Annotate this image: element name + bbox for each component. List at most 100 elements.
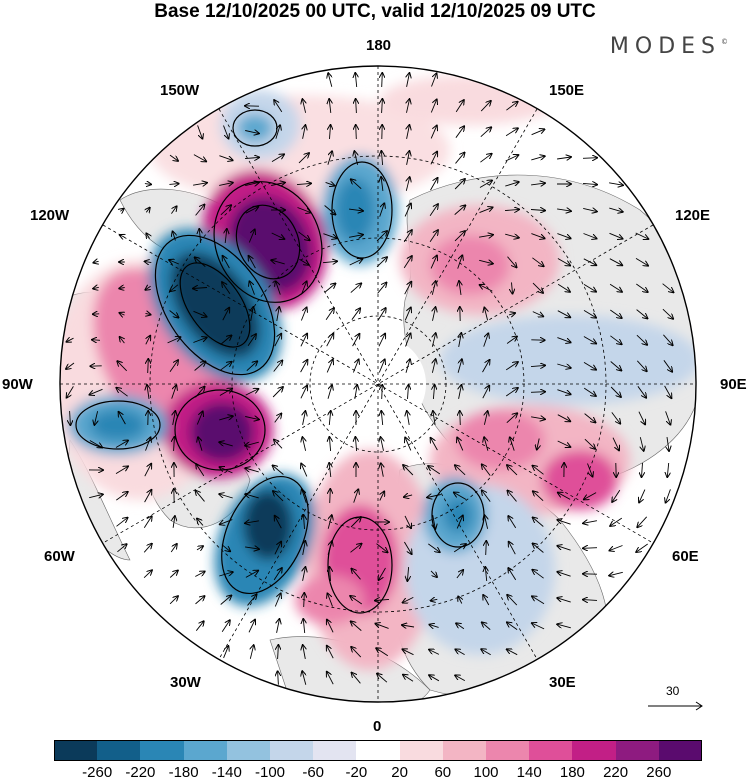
wind-arrow-icon — [66, 362, 75, 369]
wind-arrow-icon — [223, 646, 229, 659]
wind-arrow-icon — [583, 521, 597, 524]
wind-arrow-icon — [169, 310, 179, 318]
wind-arrow-icon — [533, 544, 544, 553]
wind-arrow-icon — [431, 438, 438, 451]
colorbar-swatch — [97, 740, 141, 760]
wind-arrow-icon — [245, 547, 259, 549]
wind-arrow-icon — [530, 210, 545, 211]
wind-arrow-icon — [610, 309, 621, 318]
wind-arrow-icon — [328, 73, 332, 87]
wind-arrow-icon — [612, 489, 621, 502]
wind-arrow-icon — [454, 179, 465, 190]
wind-arrow-icon — [300, 386, 307, 399]
wind-arrow-icon — [405, 334, 411, 347]
wind-arrow-icon — [355, 385, 357, 399]
wind-arrow-icon — [198, 437, 203, 451]
wind-arrow-icon — [349, 259, 363, 266]
wind-arrow-icon — [92, 340, 101, 341]
wind-arrow-icon — [636, 543, 648, 552]
wind-arrow-icon — [531, 183, 545, 185]
wind-arrow-icon — [485, 567, 486, 582]
wind-arrow-icon — [89, 440, 102, 448]
wind-arrow-icon — [197, 125, 203, 138]
wind-arrow-icon — [407, 73, 410, 87]
lon-label-60w: 60W — [44, 548, 75, 565]
wind-arrow-icon — [351, 621, 362, 631]
wind-arrow-icon — [481, 649, 491, 656]
wind-arrow-icon — [245, 182, 259, 185]
wind-arrow-icon — [404, 204, 411, 217]
wind-arrow-icon — [195, 205, 205, 216]
wind-arrow-icon — [610, 545, 623, 551]
colorbar-tick-label: -60 — [302, 764, 325, 781]
wind-arrow-icon — [407, 151, 410, 165]
wind-arrow-icon — [193, 310, 207, 316]
colorbar-swatch — [183, 740, 227, 760]
wind-arrow-icon — [278, 671, 279, 685]
wind-arrow-icon — [402, 625, 415, 627]
wind-arrow-icon — [455, 100, 464, 113]
wind-arrow-icon — [505, 234, 519, 238]
wind-arrow-icon — [350, 283, 361, 293]
wind-arrow-icon — [70, 410, 71, 425]
lon-label-150w: 150W — [160, 82, 200, 99]
wind-arrow-icon — [303, 645, 306, 659]
wind-arrow-icon — [510, 437, 515, 451]
wind-arrow-icon — [245, 494, 259, 498]
wind-arrow-icon — [635, 258, 648, 265]
wind-arrow-icon — [403, 465, 414, 476]
wind-arrow-icon — [457, 438, 464, 451]
lon-label-120e: 120E — [675, 207, 711, 224]
wind-arrow-icon — [250, 281, 255, 295]
wind-arrow-icon — [297, 207, 311, 213]
wind-arrow-icon — [146, 233, 149, 238]
wind-arrow-icon — [482, 490, 491, 502]
wind-arrow-icon — [533, 491, 544, 502]
wind-arrow-icon — [484, 411, 487, 425]
wind-arrow-icon — [247, 595, 257, 606]
wind-arrow-icon — [116, 492, 127, 501]
wind-arrow-icon — [557, 389, 570, 395]
wind-arrow-icon — [220, 519, 233, 525]
wind-arrow-icon — [457, 255, 463, 269]
wind-arrow-icon — [274, 440, 283, 449]
wind-arrow-icon — [377, 674, 388, 683]
wind-arrow-icon — [277, 619, 280, 633]
wind-arrow-icon — [404, 495, 413, 497]
wind-arrow-icon — [587, 463, 593, 477]
wind-arrow-icon — [433, 385, 434, 400]
wind-arrow-icon — [583, 336, 596, 344]
wind-arrow-icon — [433, 307, 436, 321]
wind-arrow-icon — [505, 182, 518, 187]
wind-arrow-icon — [120, 235, 124, 237]
wind-arrow-icon — [376, 648, 389, 657]
wind-arrow-icon — [431, 599, 438, 600]
wind-arrow-icon — [557, 157, 571, 159]
wind-arrow-icon — [195, 596, 205, 605]
wind-arrow-icon — [67, 386, 74, 397]
wind-arrow-icon — [557, 572, 571, 577]
wind-arrow-icon — [584, 438, 595, 449]
colorbar-tick-label: 260 — [646, 764, 672, 781]
wind-arrow-icon — [666, 489, 671, 502]
wind-arrow-icon — [667, 437, 669, 451]
wind-arrow-icon — [144, 490, 152, 503]
colorbar — [54, 740, 703, 760]
wind-arrow-icon — [484, 515, 487, 529]
wind-arrow-icon — [303, 411, 306, 425]
lon-label-30e: 30E — [549, 674, 576, 691]
wind-arrow-icon — [94, 411, 97, 425]
wind-arrow-icon — [557, 209, 571, 211]
wind-arrow-icon — [273, 568, 282, 581]
wind-arrow-icon — [196, 491, 205, 502]
wind-arrow-icon — [271, 260, 285, 264]
wind-arrow-icon — [532, 623, 545, 630]
wind-arrow-icon — [454, 205, 466, 215]
wind-arrow-icon — [506, 337, 517, 344]
lon-label-60e: 60E — [672, 548, 699, 565]
wind-arrow-icon — [507, 256, 517, 268]
wind-arrow-icon — [482, 464, 491, 476]
wind-arrow-icon — [480, 127, 491, 138]
lon-label-180: 180 — [366, 37, 392, 54]
